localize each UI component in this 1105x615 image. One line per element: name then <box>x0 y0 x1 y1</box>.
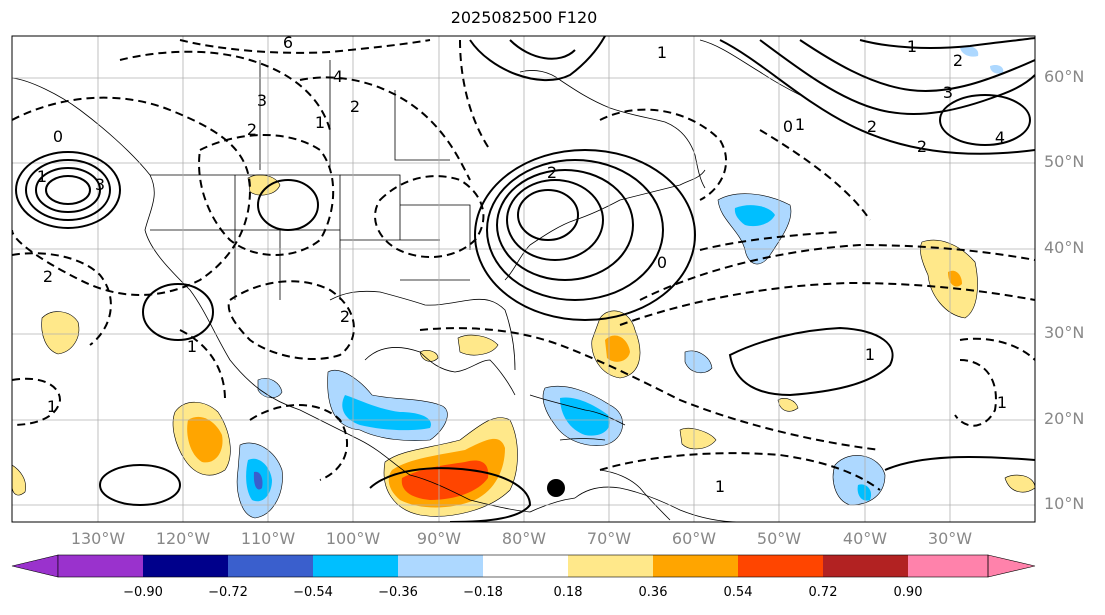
lon-label: 90°W <box>416 529 462 548</box>
contour-label: 1 <box>795 115 805 134</box>
solid-contours <box>15 36 1035 522</box>
contour-label: 1 <box>907 37 917 56</box>
contour-label: 3 <box>257 91 267 110</box>
location-marker <box>547 479 565 497</box>
colorbar-tick-label: −0.72 <box>208 585 248 600</box>
contour-label: 1 <box>657 43 667 62</box>
positive-anomaly-core <box>605 335 630 362</box>
colorbar-swatch <box>398 555 483 577</box>
colorbar-tick-label: 0.18 <box>553 585 583 600</box>
positive-anomaly-core <box>948 270 962 287</box>
colorbar-tick-label: 0.72 <box>808 585 838 600</box>
contour-label: 1 <box>865 345 875 364</box>
contour-label: 2 <box>43 267 53 286</box>
contour-label: 1 <box>187 337 197 356</box>
colorbar-swatch <box>823 555 908 577</box>
lat-label: 50°N <box>1044 152 1085 171</box>
contour-label: 2 <box>953 51 963 70</box>
colorbar-extend-low <box>11 554 59 578</box>
colorbar-tick-label: −0.36 <box>378 585 418 600</box>
grid <box>12 36 1035 522</box>
colorbar-swatch <box>483 555 568 577</box>
colorbar-swatch <box>908 555 988 577</box>
contour-label: 0 <box>657 253 667 272</box>
contour-label: 2 <box>340 307 350 326</box>
contour-label: 4 <box>995 128 1005 147</box>
contour-label: 4 <box>333 67 343 86</box>
colorbar-swatch <box>143 555 228 577</box>
colorbar-swatch <box>313 555 398 577</box>
lat-label: 40°N <box>1044 238 1085 257</box>
contour-label: 0 <box>783 117 793 136</box>
colorbar-swatch <box>653 555 738 577</box>
lat-label: 20°N <box>1044 409 1085 428</box>
lon-label: 40°W <box>842 529 888 548</box>
lon-label: 70°W <box>586 529 632 548</box>
colorbar-swatch <box>228 555 313 577</box>
lon-label: 30°W <box>927 529 973 548</box>
negative-anomaly-core <box>857 484 872 501</box>
colorbar-tick-label: 0.36 <box>638 585 668 600</box>
lat-label: 60°N <box>1044 67 1085 86</box>
negative-anomaly-area <box>717 193 792 265</box>
negative-anomaly-core <box>253 471 263 490</box>
lon-label: 80°W <box>501 529 547 548</box>
negative-anomaly-core <box>342 395 431 431</box>
colorbar-tick-label: −0.18 <box>463 585 503 600</box>
contour-label: 1 <box>997 393 1007 412</box>
lat-label: 10°N <box>1044 494 1085 513</box>
high-center-atlantic-coast <box>517 189 579 241</box>
colorbar-swatch <box>568 555 653 577</box>
colorbar-tick-label: −0.54 <box>293 585 333 600</box>
contour-labels: 6 4 3 2 1 0 1 2 3 4 1 2 3 2 1 0 2 1 2 0 … <box>37 33 1007 496</box>
negative-anomaly-core <box>734 205 775 227</box>
colorbar-tick-label: −0.90 <box>123 585 163 600</box>
lon-label: 120°W <box>155 529 211 548</box>
colorbar-tick-label: 0.90 <box>893 585 923 600</box>
lat-label: 30°N <box>1044 323 1085 342</box>
dashed-contours <box>12 39 1035 491</box>
high-center-north-atlantic <box>939 94 1031 146</box>
plot-frame <box>11 35 1036 523</box>
colorbar-swatch <box>58 555 143 577</box>
contour-label: 2 <box>350 97 360 116</box>
contour-label: 1 <box>715 477 725 496</box>
contour-label: 2 <box>867 117 877 136</box>
contour-label: 3 <box>943 83 953 102</box>
contour-label: 1 <box>37 167 47 186</box>
contour-label: 2 <box>917 137 927 156</box>
colorbar-tick-label: 0.54 <box>723 585 753 600</box>
contour-label: 2 <box>247 120 257 139</box>
contour-label: 1 <box>47 397 57 416</box>
contour-label: 2 <box>547 163 557 182</box>
lon-label: 50°W <box>756 529 802 548</box>
colorbar <box>11 554 1036 578</box>
map-title: 2025082500 F120 <box>450 8 598 27</box>
negative-anomaly-area <box>832 455 886 506</box>
colorbar-swatch <box>738 555 823 577</box>
contour-label: 1 <box>315 113 325 132</box>
contour-label: 6 <box>283 33 293 52</box>
positive-anomaly-core <box>187 416 223 463</box>
positive-anomaly-area <box>920 239 978 319</box>
lon-label: 60°W <box>671 529 717 548</box>
contour-label: 3 <box>95 175 105 194</box>
lon-label: 110°W <box>240 529 296 548</box>
lon-label: 130°W <box>70 529 126 548</box>
shading-layer <box>12 46 1035 519</box>
contour-label: 0 <box>53 127 63 146</box>
high-center-pacific <box>45 175 91 205</box>
colorbar-extend-high <box>987 554 1036 578</box>
lon-label: 100°W <box>325 529 381 548</box>
